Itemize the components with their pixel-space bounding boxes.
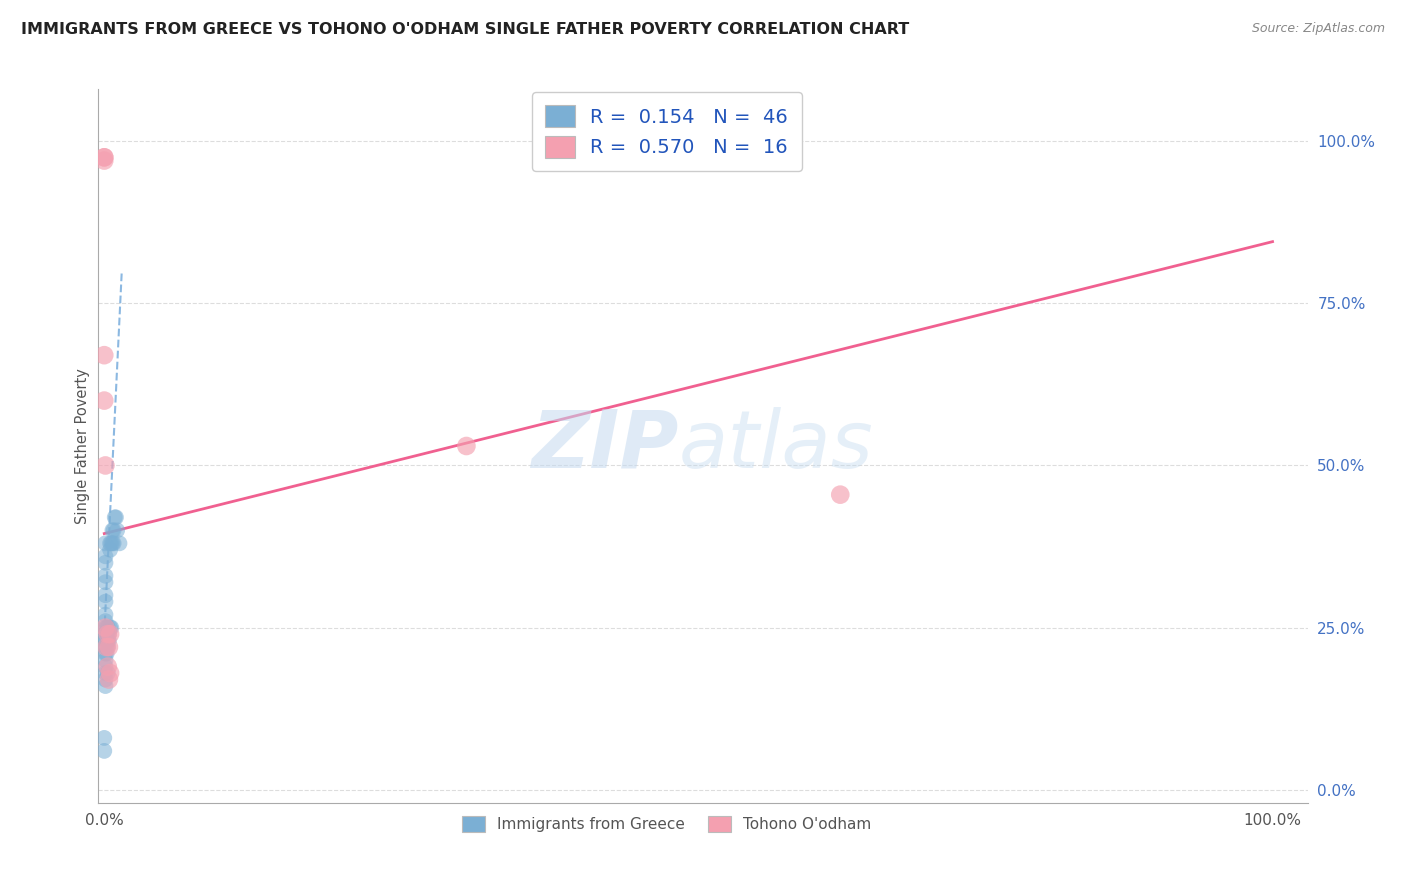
Point bbox=[94, 647, 117, 661]
Point bbox=[96, 621, 118, 635]
Point bbox=[97, 633, 120, 648]
Point bbox=[104, 510, 127, 524]
Point bbox=[94, 673, 117, 687]
Point bbox=[94, 614, 117, 628]
Point bbox=[93, 393, 115, 408]
Point bbox=[94, 568, 117, 582]
Point bbox=[93, 150, 115, 164]
Point bbox=[97, 627, 120, 641]
Point bbox=[94, 458, 117, 473]
Text: atlas: atlas bbox=[679, 407, 873, 485]
Point bbox=[98, 627, 121, 641]
Point bbox=[94, 640, 117, 654]
Point bbox=[96, 647, 118, 661]
Point bbox=[103, 536, 125, 550]
Text: Source: ZipAtlas.com: Source: ZipAtlas.com bbox=[1251, 22, 1385, 36]
Point bbox=[94, 536, 117, 550]
Point bbox=[94, 607, 117, 622]
Point bbox=[100, 621, 122, 635]
Point bbox=[101, 536, 124, 550]
Point bbox=[93, 348, 115, 362]
Point bbox=[97, 640, 120, 654]
Point bbox=[94, 621, 117, 635]
Point bbox=[94, 575, 117, 590]
Point bbox=[94, 595, 117, 609]
Point bbox=[98, 542, 121, 557]
Point bbox=[105, 524, 128, 538]
Point bbox=[97, 627, 120, 641]
Point bbox=[103, 524, 125, 538]
Point bbox=[97, 640, 120, 654]
Point bbox=[93, 150, 115, 164]
Point bbox=[93, 153, 115, 168]
Point bbox=[93, 731, 115, 745]
Point bbox=[97, 673, 120, 687]
Point bbox=[97, 621, 120, 635]
Point bbox=[98, 621, 121, 635]
Point bbox=[96, 640, 118, 654]
Point bbox=[104, 510, 127, 524]
Point bbox=[98, 536, 121, 550]
Point bbox=[94, 621, 117, 635]
Point bbox=[97, 633, 120, 648]
Point bbox=[94, 659, 117, 673]
Point bbox=[97, 659, 120, 673]
Point bbox=[96, 627, 118, 641]
Point bbox=[93, 744, 115, 758]
Legend: Immigrants from Greece, Tohono O'odham: Immigrants from Greece, Tohono O'odham bbox=[456, 810, 877, 838]
Text: IMMIGRANTS FROM GREECE VS TOHONO O'ODHAM SINGLE FATHER POVERTY CORRELATION CHART: IMMIGRANTS FROM GREECE VS TOHONO O'ODHAM… bbox=[21, 22, 910, 37]
Point bbox=[97, 666, 120, 681]
Point bbox=[94, 653, 117, 667]
Point bbox=[94, 588, 117, 602]
Point bbox=[98, 666, 121, 681]
Point bbox=[108, 536, 131, 550]
Point bbox=[101, 524, 124, 538]
Point bbox=[97, 627, 120, 641]
Point bbox=[94, 666, 117, 681]
Y-axis label: Single Father Poverty: Single Father Poverty bbox=[75, 368, 90, 524]
Point bbox=[830, 488, 852, 502]
Point bbox=[94, 627, 117, 641]
Point bbox=[456, 439, 478, 453]
Point bbox=[94, 556, 117, 570]
Point bbox=[94, 549, 117, 564]
Point bbox=[94, 633, 117, 648]
Point bbox=[94, 679, 117, 693]
Point bbox=[96, 640, 118, 654]
Point bbox=[100, 536, 122, 550]
Text: ZIP: ZIP bbox=[531, 407, 679, 485]
Point bbox=[96, 633, 118, 648]
